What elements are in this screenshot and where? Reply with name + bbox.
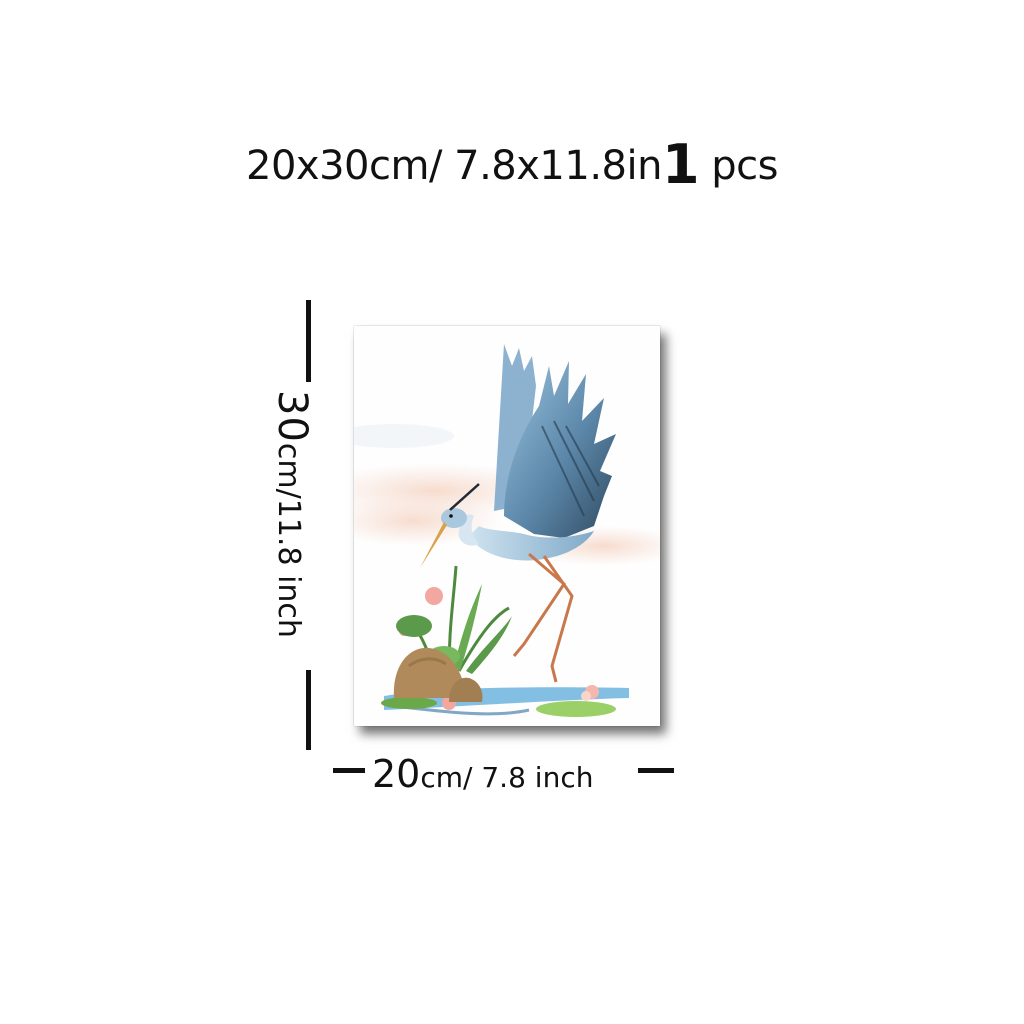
width-label: 20cm/ 7.8 inch	[372, 752, 593, 804]
heron-beak	[420, 522, 447, 568]
canvas-print	[354, 326, 660, 726]
heron-leg-back	[542, 555, 574, 683]
lily-pad	[536, 701, 616, 717]
size-text: 20x30cm/ 7.8x11.8in	[246, 143, 662, 189]
heron-artwork	[354, 344, 660, 717]
size-title: 20x30cm/ 7.8x11.8in1 pcs	[0, 135, 1024, 196]
heron-front-wing	[504, 361, 616, 538]
width-bar-right	[638, 768, 674, 773]
width-bar-left	[333, 768, 365, 773]
quantity-unit: pcs	[711, 143, 778, 189]
heron-crest	[449, 483, 480, 511]
width-number: 20	[372, 752, 421, 796]
rock-large	[393, 647, 466, 698]
rock-small	[449, 677, 483, 702]
heron-head	[441, 508, 467, 528]
height-unit-text: cm/11.8 inch	[271, 442, 306, 638]
heron-back-wing	[494, 344, 536, 511]
height-bar-bottom	[306, 670, 311, 750]
heron-body	[469, 526, 594, 561]
width-unit-text: cm/ 7.8 inch	[420, 761, 594, 794]
quantity-number: 1	[661, 133, 700, 196]
height-label: 30cm/11.8 inch	[264, 390, 315, 638]
water-plants	[396, 565, 512, 674]
height-number: 30	[269, 390, 315, 443]
heron-leg-front	[512, 552, 566, 657]
height-bar-top	[306, 300, 311, 382]
